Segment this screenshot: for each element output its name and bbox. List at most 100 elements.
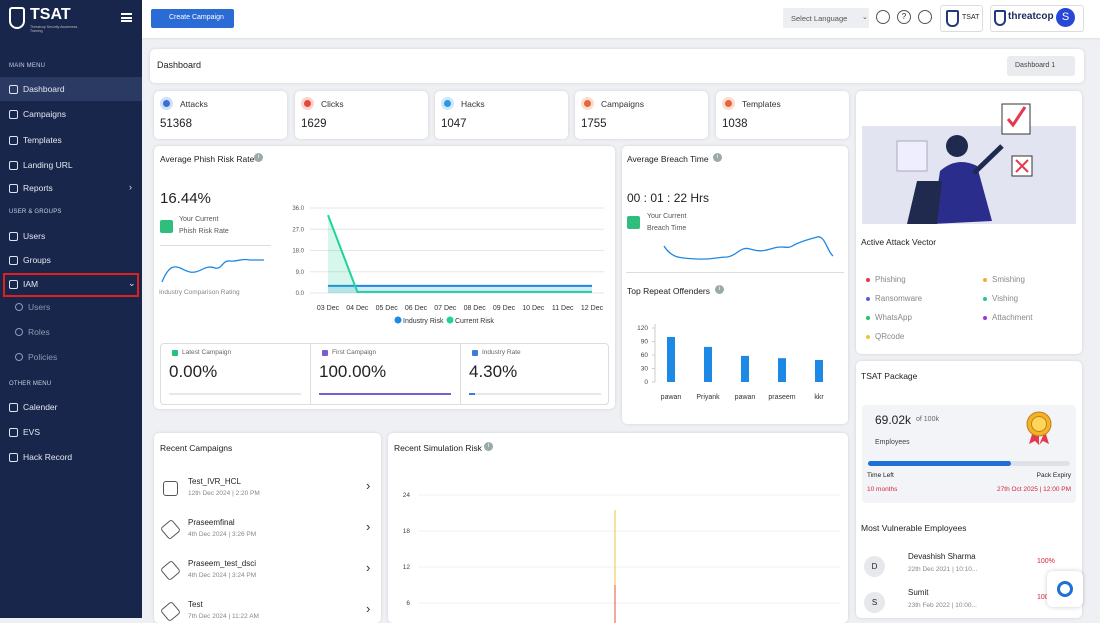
employee-name: Devashish Sharma [908, 552, 976, 561]
language-select[interactable]: Select Language [783, 8, 869, 28]
help-button[interactable]: ? [897, 10, 911, 24]
series-area [328, 215, 592, 293]
x-tick-label: pawan [661, 394, 682, 401]
settings-button[interactable] [918, 10, 932, 24]
submenu-item[interactable]: Policies [28, 352, 58, 362]
menu-item[interactable]: Reports [23, 183, 53, 193]
menu-heading: MAIN MENU [9, 63, 46, 69]
x-tick-label: 12 Dec [581, 305, 604, 312]
dashboard-select[interactable]: Dashboard 1 [1007, 56, 1075, 76]
divider [160, 245, 271, 246]
y-tick-label: 9.0 [296, 270, 305, 276]
icon-button[interactable] [876, 10, 890, 24]
y-tick-label: 30 [641, 366, 649, 373]
y-tick-label: 0.0 [296, 291, 305, 297]
chevron: › [366, 519, 371, 534]
box-divider [460, 343, 461, 405]
create-campaign-button[interactable]: Create Campaign [151, 9, 234, 28]
menu-item[interactable]: Calender [23, 402, 58, 412]
campaign-name[interactable]: Test [188, 600, 203, 609]
chevron: › [129, 182, 132, 192]
x-tick-label: praseem [768, 394, 795, 401]
illustration [862, 103, 1076, 224]
y-tick-label: 60 [641, 352, 649, 359]
menu-item[interactable]: Hack Record [23, 452, 73, 462]
x-tick-label: 07 Dec [434, 305, 457, 312]
divider [626, 272, 844, 273]
campaign-name[interactable]: Praseemfinal [188, 518, 235, 527]
menu-item[interactable]: Groups [23, 255, 51, 265]
stat-value: 1755 [581, 118, 607, 130]
campaign-icon [159, 518, 182, 541]
menu-item[interactable]: IAM [23, 279, 39, 289]
x-tick-label: 09 Dec [493, 305, 516, 312]
submenu-item[interactable]: Roles [28, 327, 50, 337]
card-title: Top Repeat Offenders [627, 286, 711, 296]
stat-value: 1047 [441, 118, 467, 130]
y-tick-label: 24 [403, 492, 411, 499]
tsat-logo: TSAT [962, 14, 980, 21]
active-item-bg [0, 77, 142, 101]
stat-card: Templates 1038 [716, 91, 849, 139]
submenu-icon [15, 328, 23, 336]
menu-toggle[interactable] [121, 13, 132, 22]
stat-label: Campaigns [601, 99, 644, 109]
submenu-item[interactable]: Users [28, 302, 51, 312]
caption: Breach Time [647, 225, 687, 232]
card-title: Recent Simulation Risk [394, 443, 482, 453]
brand: TSAT [30, 6, 71, 23]
box-divider [310, 343, 311, 405]
submenu-icon [15, 303, 23, 311]
legend-dot [866, 278, 870, 282]
stat-icon [722, 97, 735, 110]
progress-fill [868, 461, 1012, 466]
legend-label: Attachment [992, 313, 1033, 322]
legend-dot [866, 316, 870, 320]
legend-dot [983, 297, 987, 301]
menu-heading: OTHER MENU [9, 381, 52, 387]
legend-label: Phishing [875, 275, 906, 284]
chevron: ⌄ [128, 278, 136, 288]
threatcop-logo: threatcop [1008, 11, 1054, 22]
info-icon: i [715, 285, 724, 294]
avatar[interactable]: S [1056, 8, 1075, 27]
employees-used: 69.02k [875, 413, 912, 427]
x-tick-label: Priyank [696, 394, 720, 401]
legend-dot [983, 316, 987, 320]
time-left: 10 months [867, 486, 898, 493]
select-caret: ⌄ [862, 14, 868, 21]
stat-label: Attacks [180, 99, 208, 109]
card-title: Active Attack Vector [861, 237, 937, 247]
campaign-icon [163, 481, 178, 496]
y-tick-label: 6 [406, 600, 410, 607]
menu-item[interactable]: Users [23, 231, 46, 241]
expiry-label: Pack Expiry [1036, 472, 1071, 479]
menu-item[interactable]: Campaigns [23, 109, 66, 119]
x-tick-label: 11 Dec [552, 305, 574, 312]
employees-total: of 100k [916, 416, 939, 423]
tsat-shield [946, 10, 959, 27]
box-icon [172, 350, 178, 356]
rates-box [160, 343, 609, 405]
badge-icon [1026, 411, 1052, 445]
x-tick-label: kkr [814, 394, 824, 401]
chevron: › [366, 478, 371, 493]
stat-card: Campaigns 1755 [575, 91, 708, 139]
package-card: TSAT Package 69.02k of 100k Employees Ti… [856, 361, 1082, 618]
help-widget[interactable] [1047, 571, 1083, 607]
employee-name: Sumit [908, 588, 929, 597]
employee-date: 23th Feb 2022 | 10:00... [908, 602, 977, 609]
menu-item[interactable]: Dashboard [23, 84, 65, 94]
menu-item[interactable]: Templates [23, 135, 62, 145]
bar [741, 355, 749, 382]
legend-marker [446, 316, 454, 324]
stat-icon [160, 220, 173, 233]
campaign-name[interactable]: Test_IVR_HCL [188, 477, 241, 486]
menu-item[interactable]: Landing URL [23, 160, 73, 170]
phish-risk-chart: 0.0 9.0 18.0 27.0 36.0 03 Dec 04 Dec 05 Dec 06 D… [292, 206, 604, 325]
caption: Your Current [647, 213, 687, 220]
menu-item[interactable]: EVS [23, 427, 41, 437]
campaign-name[interactable]: Praseem_test_dsci [188, 559, 257, 568]
legend-label: Vishing [992, 294, 1019, 303]
